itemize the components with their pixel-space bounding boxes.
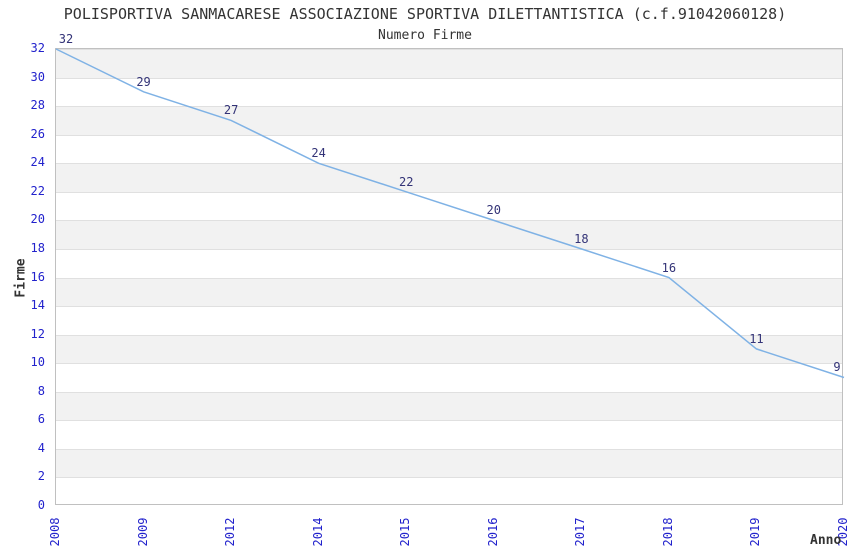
plot-area: 32 29 27 24 22 20 18 16 11 9 bbox=[55, 33, 845, 506]
x-tick-label: 2014 bbox=[310, 517, 325, 547]
y-tick-label: 0 bbox=[37, 498, 45, 512]
data-label: 22 bbox=[398, 174, 414, 189]
grid-band bbox=[56, 448, 842, 478]
y-tick-label: 14 bbox=[30, 298, 45, 313]
grid-band bbox=[56, 277, 842, 307]
x-tick-label: 2009 bbox=[135, 517, 150, 547]
y-tick-label: 20 bbox=[30, 212, 45, 227]
grid-band bbox=[56, 163, 842, 192]
y-tick-label: 10 bbox=[30, 355, 45, 370]
grid-band bbox=[56, 363, 842, 392]
grid-band bbox=[56, 248, 842, 278]
data-label: 18 bbox=[574, 231, 589, 246]
y-tick-label: 18 bbox=[30, 240, 45, 255]
x-tick-label: 2017 bbox=[573, 517, 588, 547]
data-label: 27 bbox=[223, 103, 239, 118]
y-tick-label: 8 bbox=[37, 383, 45, 398]
y-tick-label: 28 bbox=[30, 98, 45, 113]
grid-band bbox=[56, 220, 842, 249]
chart-subtitle: Numero Firme bbox=[378, 28, 472, 43]
grid-band bbox=[56, 334, 842, 364]
x-tick-label: 2008 bbox=[48, 517, 62, 547]
x-axis-title: Anno bbox=[810, 533, 842, 548]
y-tick-label: 6 bbox=[37, 412, 45, 427]
y-tick-label: 2 bbox=[37, 469, 45, 484]
grid-band bbox=[56, 106, 842, 135]
grid-band bbox=[56, 391, 842, 421]
data-label: 24 bbox=[311, 146, 326, 161]
x-tick-label: 2015 bbox=[398, 517, 413, 547]
y-tick-label: 32 bbox=[30, 41, 45, 55]
y-tick-label: 30 bbox=[30, 69, 45, 84]
series-line bbox=[55, 48, 845, 379]
grid-band bbox=[56, 134, 842, 164]
grid-band bbox=[56, 477, 842, 506]
data-label: 32 bbox=[58, 32, 74, 46]
grid-band bbox=[56, 191, 842, 221]
chart-title: POLISPORTIVA SANMACARESE ASSOCIAZIONE SP… bbox=[63, 5, 787, 23]
grid-band bbox=[56, 306, 842, 335]
x-tick-label: 2019 bbox=[748, 517, 763, 547]
y-tick-label: 16 bbox=[30, 269, 45, 284]
grid-band bbox=[56, 77, 842, 107]
data-label: 16 bbox=[661, 260, 677, 275]
y-tick-label: 24 bbox=[30, 155, 45, 170]
grid-band bbox=[56, 420, 842, 449]
x-tick-label: 2018 bbox=[660, 517, 675, 547]
x-tick-label: 2016 bbox=[485, 517, 500, 547]
y-tick-label: 26 bbox=[30, 126, 45, 141]
series-line-svg bbox=[55, 48, 845, 379]
y-tick-label: 22 bbox=[30, 183, 45, 198]
data-label: 11 bbox=[749, 331, 764, 346]
grid-band bbox=[56, 49, 842, 78]
x-tick-label: 2012 bbox=[223, 517, 238, 547]
y-tick-label: 12 bbox=[30, 326, 45, 341]
data-label: 9 bbox=[833, 360, 841, 375]
y-tick-label: 4 bbox=[37, 440, 45, 455]
data-label: 29 bbox=[136, 74, 151, 89]
data-label: 20 bbox=[486, 203, 501, 218]
